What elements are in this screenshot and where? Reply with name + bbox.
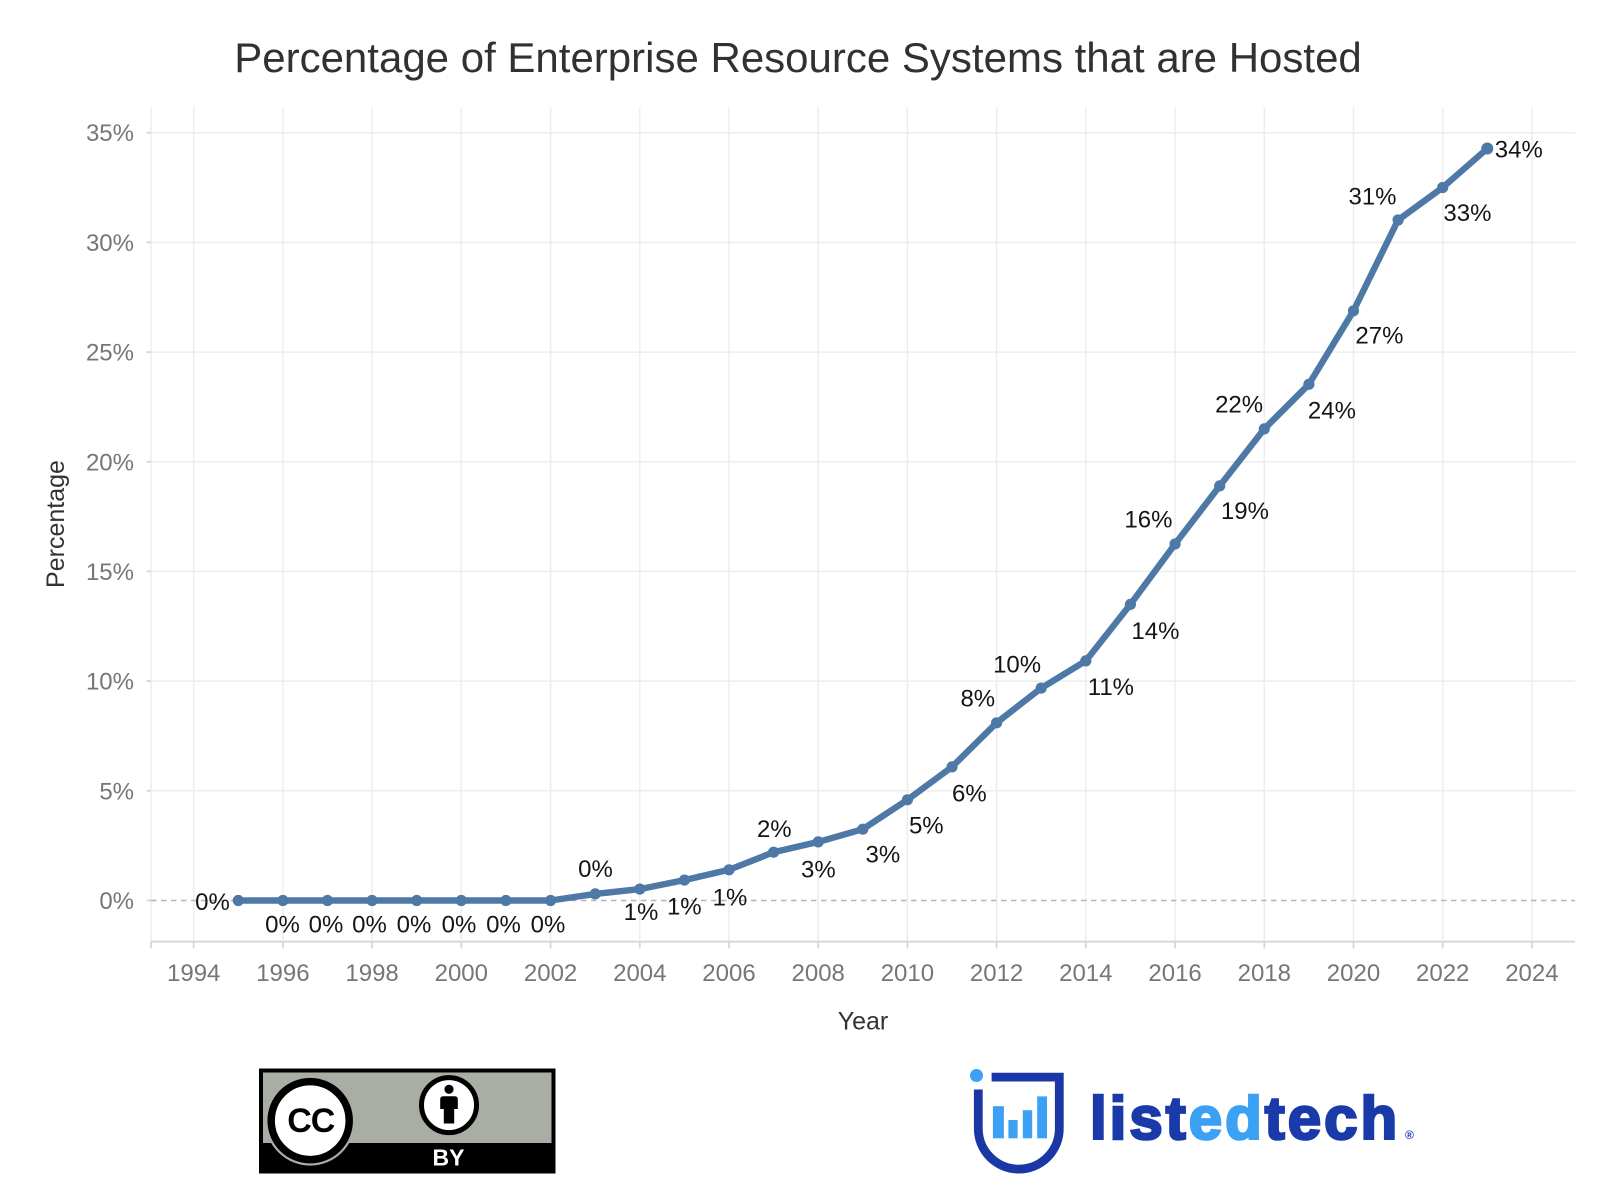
svg-text:20%: 20%	[86, 449, 134, 476]
svg-text:10%: 10%	[86, 669, 134, 696]
svg-text:2004: 2004	[613, 960, 666, 987]
svg-text:2018: 2018	[1238, 960, 1291, 987]
svg-text:BY: BY	[433, 1145, 465, 1171]
svg-text:CC: CC	[287, 1102, 335, 1140]
svg-text:0%: 0%	[265, 911, 300, 938]
svg-text:2000: 2000	[435, 960, 488, 987]
svg-text:19%: 19%	[1221, 498, 1269, 525]
svg-text:8%: 8%	[960, 686, 995, 713]
svg-text:1%: 1%	[667, 894, 702, 921]
svg-text:1994: 1994	[167, 960, 220, 987]
svg-text:2014: 2014	[1059, 960, 1112, 987]
svg-text:2010: 2010	[881, 960, 934, 987]
svg-text:0%: 0%	[578, 856, 613, 883]
svg-text:31%: 31%	[1348, 184, 1396, 211]
svg-text:25%: 25%	[86, 340, 134, 367]
svg-text:Percentage of Enterprise Resou: Percentage of Enterprise Resource System…	[234, 34, 1362, 81]
svg-text:6%: 6%	[952, 780, 987, 807]
svg-text:2%: 2%	[757, 816, 792, 843]
svg-text:2002: 2002	[524, 960, 577, 987]
svg-text:10%: 10%	[993, 651, 1041, 678]
svg-text:0%: 0%	[486, 911, 521, 938]
svg-text:0%: 0%	[99, 888, 134, 915]
svg-text:5%: 5%	[909, 812, 944, 839]
svg-text:2020: 2020	[1327, 960, 1380, 987]
svg-text:0%: 0%	[195, 889, 230, 916]
svg-text:14%: 14%	[1131, 618, 1179, 645]
svg-text:2022: 2022	[1416, 960, 1469, 987]
svg-text:0%: 0%	[442, 911, 477, 938]
svg-text:11%: 11%	[1088, 674, 1134, 701]
svg-text:3%: 3%	[801, 856, 836, 883]
svg-text:0%: 0%	[309, 911, 344, 938]
svg-text:2006: 2006	[702, 960, 755, 987]
svg-text:Percentage: Percentage	[42, 460, 70, 588]
svg-text:Year: Year	[838, 1008, 889, 1036]
svg-text:15%: 15%	[86, 559, 134, 586]
svg-text:35%: 35%	[86, 120, 134, 147]
svg-text:®: ®	[1405, 1128, 1414, 1142]
svg-text:1998: 1998	[345, 960, 398, 987]
svg-text:listedtech: listedtech	[1090, 1085, 1400, 1152]
svg-text:27%: 27%	[1355, 322, 1403, 349]
svg-text:3%: 3%	[866, 841, 901, 868]
svg-text:34%: 34%	[1495, 137, 1543, 164]
svg-text:0%: 0%	[397, 911, 432, 938]
svg-text:0%: 0%	[352, 911, 387, 938]
svg-text:16%: 16%	[1124, 507, 1172, 534]
svg-text:2012: 2012	[970, 960, 1023, 987]
svg-text:2008: 2008	[792, 960, 845, 987]
svg-text:0%: 0%	[531, 911, 566, 938]
svg-text:1%: 1%	[624, 899, 659, 926]
svg-text:1996: 1996	[256, 960, 309, 987]
svg-text:30%: 30%	[86, 230, 134, 257]
svg-text:2016: 2016	[1148, 960, 1201, 987]
svg-text:33%: 33%	[1443, 200, 1491, 227]
svg-text:22%: 22%	[1215, 392, 1263, 419]
svg-text:1%: 1%	[713, 885, 748, 912]
svg-text:24%: 24%	[1308, 398, 1356, 425]
svg-text:5%: 5%	[99, 778, 134, 805]
svg-text:2024: 2024	[1505, 960, 1558, 987]
